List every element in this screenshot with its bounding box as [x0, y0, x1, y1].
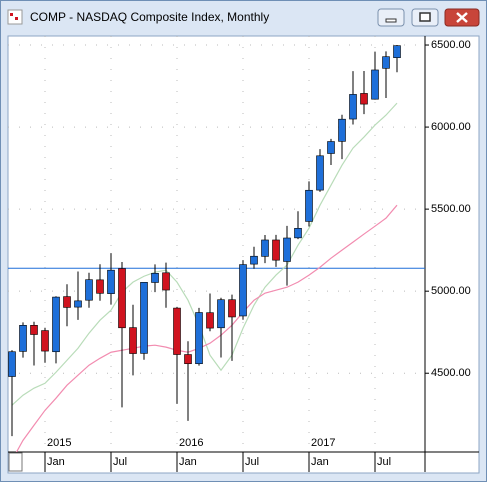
- candle-body: [294, 228, 302, 239]
- x-tick-label: Jan: [47, 456, 65, 468]
- candle-body: [327, 141, 335, 154]
- client-area: [7, 35, 480, 474]
- candle-body: [107, 269, 115, 294]
- app-icon: [7, 9, 23, 25]
- candle-body: [393, 45, 401, 58]
- x-tick-label: Jan: [179, 456, 197, 468]
- corner-box: [8, 452, 23, 472]
- x-tick-label: Jul: [245, 456, 259, 468]
- candle-body: [52, 296, 60, 353]
- y-tick-label: 6500.00: [431, 39, 471, 51]
- candle-body: [250, 255, 258, 265]
- candle-body: [239, 264, 247, 317]
- candle-body: [151, 272, 159, 283]
- candle-body: [184, 354, 192, 365]
- candle-body: [96, 279, 104, 294]
- x-tick-label: Jul: [113, 456, 127, 468]
- x-tick-label: Jul: [377, 456, 391, 468]
- candle-body: [272, 239, 280, 261]
- candle-body: [195, 312, 203, 365]
- candle-body: [283, 237, 291, 262]
- candle-body: [8, 351, 16, 377]
- y-tick-label: 6000.00: [431, 121, 471, 133]
- window-title: COMP - NASDAQ Composite Index, Monthly: [30, 10, 269, 24]
- candle-body: [206, 312, 214, 329]
- candle-body: [129, 327, 137, 354]
- candle-body: [19, 325, 27, 352]
- close-button[interactable]: [444, 8, 480, 27]
- candle-body: [261, 239, 269, 257]
- maximize-button[interactable]: [411, 8, 439, 27]
- candle-body: [305, 189, 313, 222]
- candle-body: [371, 69, 379, 100]
- candle-body: [173, 307, 181, 355]
- plot: [8, 36, 425, 452]
- y-tick-label: 5000.00: [431, 285, 471, 297]
- candle-body: [140, 282, 148, 354]
- candle-body: [349, 94, 357, 120]
- candle-body: [228, 299, 236, 318]
- moving-average: [11, 102, 398, 406]
- y-tick-label: 5500.00: [431, 203, 471, 215]
- candle-body: [118, 268, 126, 329]
- candle-body: [30, 325, 38, 335]
- candle-body: [85, 279, 93, 301]
- candle-body: [74, 300, 82, 308]
- year-label: 2015: [47, 437, 71, 449]
- x-tick-label: Jan: [311, 456, 329, 468]
- candle-body: [63, 296, 71, 308]
- candle-body: [162, 272, 170, 291]
- moving-average: [15, 204, 398, 452]
- candle-body: [217, 299, 225, 329]
- minimize-button[interactable]: [377, 8, 405, 27]
- year-label: 2017: [311, 437, 335, 449]
- candle-body: [316, 155, 324, 191]
- y-tick-label: 4500.00: [431, 367, 471, 379]
- candle-body: [41, 330, 49, 352]
- candle-body: [360, 93, 368, 105]
- candle-body: [382, 56, 390, 69]
- year-label: 2016: [179, 437, 203, 449]
- candle-body: [338, 118, 346, 142]
